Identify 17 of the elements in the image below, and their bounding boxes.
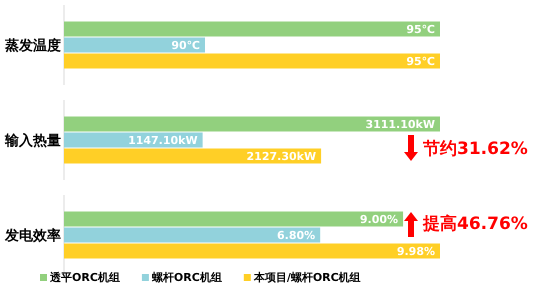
data-label: 1147.10kW xyxy=(128,134,198,147)
category-label: 发电效率 xyxy=(5,228,61,244)
data-label: 2127.30kW xyxy=(246,150,316,163)
annotation: 提高46.76% xyxy=(422,214,528,234)
category-label: 蒸发温度 xyxy=(5,38,61,54)
data-label: 3111.10kW xyxy=(365,118,435,131)
annotation: 节约31.62% xyxy=(422,139,528,159)
data-label: 90℃ xyxy=(171,39,200,52)
data-label: 95℃ xyxy=(406,55,435,68)
legend-label: 本项目/螺杆ORC机组 xyxy=(252,271,361,284)
legend-label: 透平ORC机组 xyxy=(49,271,120,284)
data-label: 95℃ xyxy=(406,23,435,36)
legend-label: 螺杆ORC机组 xyxy=(150,271,222,284)
category-label: 输入热量 xyxy=(5,133,61,149)
data-label: 9.00% xyxy=(360,213,398,226)
data-label: 6.80% xyxy=(277,229,316,242)
data-label: 9.98% xyxy=(396,245,435,258)
